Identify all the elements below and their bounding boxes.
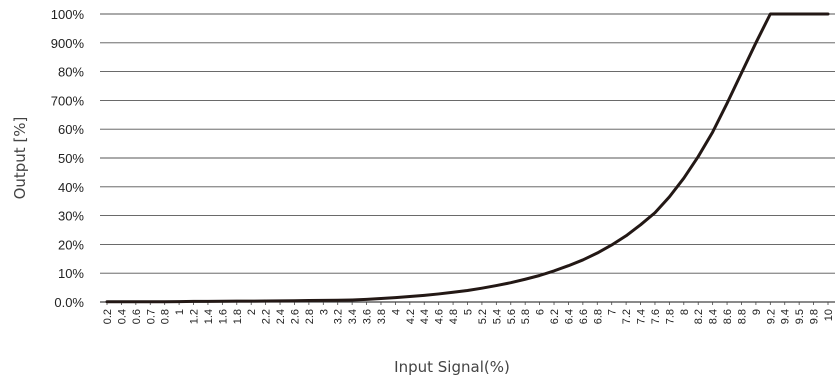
x-tick-label: 8.6 (722, 309, 734, 324)
y-tick-label: 50% (58, 151, 84, 166)
x-tick-label: 2 (246, 309, 258, 315)
y-tick-label: 900% (51, 36, 85, 51)
y-tick-label: 0.0% (54, 295, 84, 310)
x-tick-label: 6.6 (578, 309, 590, 324)
y-axis-title: Output [%] (11, 117, 29, 200)
x-tick-label: 5 (463, 309, 475, 315)
x-tick-label: 5.4 (491, 309, 503, 324)
x-tick-label: 3 (318, 309, 330, 315)
x-tick-label: 2.4 (275, 309, 287, 324)
x-tick-label: 10 (823, 309, 835, 321)
x-tick-label: 8 (679, 309, 691, 315)
x-tick-label: 0.8 (160, 309, 172, 324)
x-axis-title: Input Signal(%) (394, 358, 510, 376)
x-tick-label: 6.2 (549, 309, 561, 324)
x-tick-label: 1.8 (232, 309, 244, 324)
y-tick-label: 100% (51, 7, 85, 22)
x-tick-label: 9 (751, 309, 763, 315)
x-tick-label: 9.8 (809, 309, 821, 324)
x-tick-label: 5.6 (506, 309, 518, 324)
y-axis-ticks: 0.0% 10% 20% 30% 40% 50% 60% 700% 80% 900% 100% (51, 7, 85, 310)
x-tick-label: 7 (607, 309, 619, 315)
x-tick-label: 8.4 (708, 309, 720, 324)
x-tick-label: 5.8 (520, 309, 532, 324)
x-tick-label: 9.5 (794, 309, 806, 324)
y-tick-label: 700% (51, 93, 85, 108)
y-tick-label: 10% (58, 266, 84, 281)
x-tick-label: 3.8 (376, 309, 388, 324)
x-axis-ticks: 0.2 0.4 0.6 0.7 0.8 1 1.2 1.4 1.6 1.8 2 2.2 2.4 2.6 2.… (102, 302, 835, 324)
x-tick-label: 1.6 (217, 309, 229, 324)
x-tick-label: 4.2 (405, 309, 417, 324)
x-tick-label: 2.8 (304, 309, 316, 324)
x-tick-label: 0.2 (102, 309, 114, 324)
x-tick-label: 2.2 (261, 309, 273, 324)
x-tick-label: 1.4 (203, 309, 215, 324)
x-tick-label: 4 (390, 309, 402, 315)
x-tick-label: 8.2 (693, 309, 705, 324)
x-tick-label: 7.2 (621, 309, 633, 324)
y-tick-label: 20% (58, 237, 84, 252)
x-tick-label: 4.6 (434, 309, 446, 324)
y-tick-label: 80% (58, 65, 84, 80)
x-tick-label: 9.4 (780, 309, 792, 324)
x-tick-label: 0.4 (116, 309, 128, 324)
x-tick-label: 5.2 (477, 309, 489, 324)
x-tick-label: 4.4 (419, 309, 431, 324)
x-tick-label: 1.2 (189, 309, 201, 324)
x-tick-label: 6.4 (563, 309, 575, 324)
x-tick-label: 7.4 (636, 309, 648, 324)
x-tick-label: 9.2 (765, 309, 777, 324)
y-tick-label: 30% (58, 209, 84, 224)
x-tick-label: 1 (174, 309, 186, 315)
x-tick-label: 6.8 (592, 309, 604, 324)
y-tick-label: 40% (58, 180, 84, 195)
y-tick-label: 60% (58, 122, 84, 137)
x-tick-label: 3.4 (347, 309, 359, 324)
x-tick-label: 0.6 (131, 309, 143, 324)
gridlines (100, 13, 835, 303)
x-tick-label: 7.6 (650, 309, 662, 324)
x-tick-label: 0.7 (145, 309, 157, 324)
x-tick-label: 7.8 (664, 309, 676, 324)
x-tick-label: 4.8 (448, 309, 460, 324)
x-tick-label: 8.8 (736, 309, 748, 324)
x-tick-label: 6 (535, 309, 547, 315)
output-curve (105, 12, 830, 304)
x-tick-label: 3.6 (362, 309, 374, 324)
x-tick-label: 3.2 (333, 309, 345, 324)
x-tick-label: 2.6 (289, 309, 301, 324)
